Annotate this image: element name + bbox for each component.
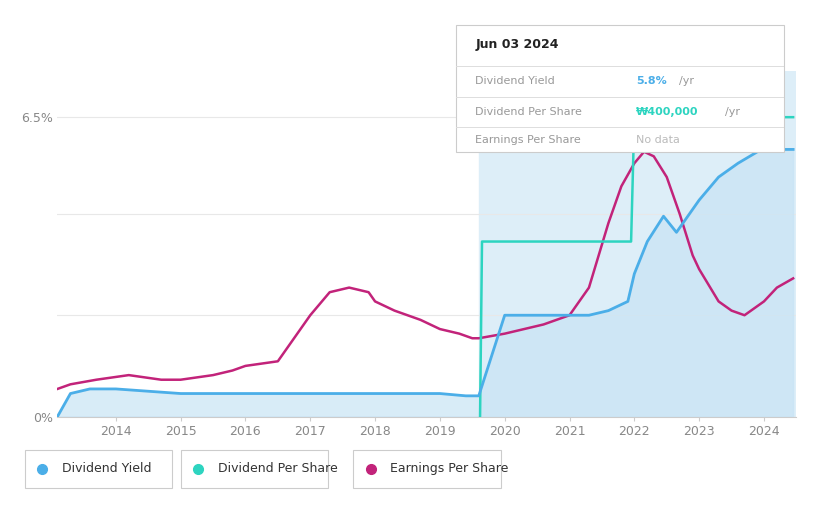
Bar <box>479 71 796 417</box>
Text: Earnings Per Share: Earnings Per Share <box>475 135 581 145</box>
Text: Dividend Per Share: Dividend Per Share <box>218 462 337 475</box>
Text: /yr: /yr <box>725 107 740 117</box>
Text: Past: Past <box>735 133 761 146</box>
Text: Dividend Yield: Dividend Yield <box>475 76 555 86</box>
Text: 5.8%: 5.8% <box>636 76 667 86</box>
FancyBboxPatch shape <box>25 450 172 488</box>
Text: Dividend Per Share: Dividend Per Share <box>475 107 582 117</box>
Text: ₩400,000: ₩400,000 <box>636 107 699 117</box>
FancyBboxPatch shape <box>456 25 784 152</box>
FancyBboxPatch shape <box>181 450 328 488</box>
FancyBboxPatch shape <box>353 450 501 488</box>
Text: Jun 03 2024: Jun 03 2024 <box>475 38 559 51</box>
Text: /yr: /yr <box>679 76 694 86</box>
Text: No data: No data <box>636 135 680 145</box>
Text: Dividend Yield: Dividend Yield <box>62 462 151 475</box>
Text: Earnings Per Share: Earnings Per Share <box>390 462 508 475</box>
